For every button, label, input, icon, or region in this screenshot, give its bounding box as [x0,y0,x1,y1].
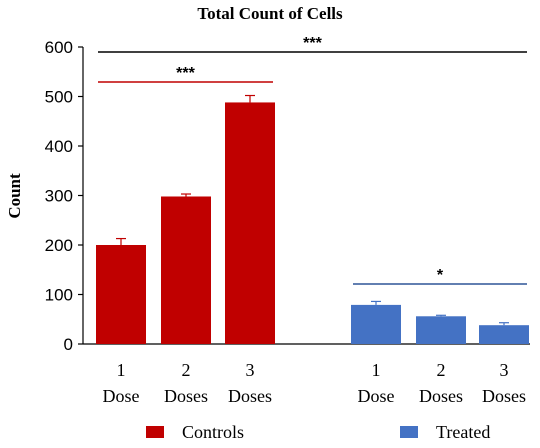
legend-label: Controls [182,422,244,442]
x-category-label: Doses [228,386,272,406]
y-tick-label: 100 [45,286,73,305]
x-category-label: Dose [358,386,395,406]
bars [96,94,529,344]
x-category-number: 2 [182,360,191,380]
bar [351,304,401,344]
y-tick-label: 200 [45,236,73,255]
x-category-label: Dose [103,386,140,406]
x-category-label: Doses [482,386,526,406]
legend-label: Treated [436,422,490,442]
chart-title: Total Count of Cells [197,4,343,23]
x-category-number: 1 [117,360,126,380]
y-tick-label: 300 [45,187,73,206]
significance-label: * [437,267,444,284]
y-tick-label: 0 [64,335,73,354]
x-category-label: Doses [419,386,463,406]
y-tick-label: 600 [45,38,73,57]
bar [479,325,529,344]
x-category-number: 1 [372,360,381,380]
bar [225,102,275,344]
y-tick-label: 400 [45,137,73,156]
significance-label: *** [303,35,322,52]
bar [96,245,146,344]
y-axis: 0 100 200 300 400 500 600 [45,38,530,354]
significance-label: *** [176,65,195,82]
legend: Controls Treated [146,422,490,442]
bar [416,316,466,344]
x-category-number: 2 [437,360,446,380]
x-category-number: 3 [246,360,255,380]
x-axis-categories: 1 Dose 2 Doses 3 Doses 1 Dose 2 Doses 3 Doses [103,360,527,406]
legend-swatch [400,426,418,438]
significance-annotations: ******* [98,35,527,285]
y-tick-label: 500 [45,88,73,107]
legend-swatch [146,426,164,438]
y-axis-label: Count [5,173,24,219]
x-category-number: 3 [500,360,509,380]
bar [161,196,211,344]
x-category-label: Doses [164,386,208,406]
